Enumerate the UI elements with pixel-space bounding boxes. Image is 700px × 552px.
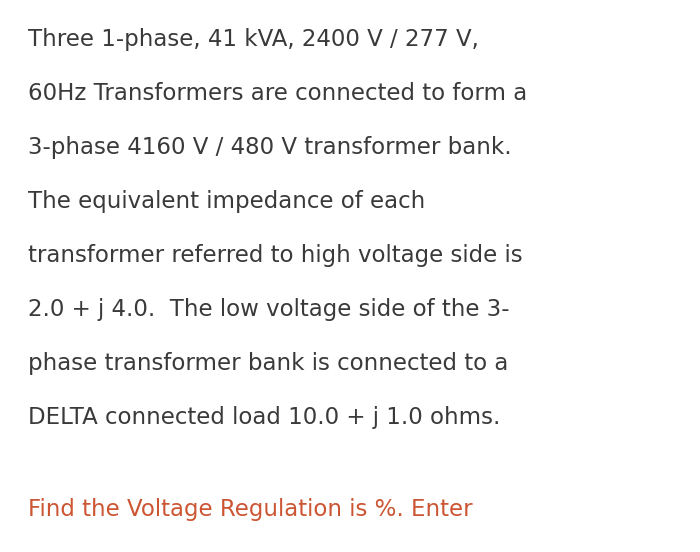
Text: DELTA connected load 10.0 + j 1.0 ohms.: DELTA connected load 10.0 + j 1.0 ohms. — [28, 406, 500, 429]
Text: The equivalent impedance of each: The equivalent impedance of each — [28, 190, 426, 213]
Text: Three 1-phase, 41 kVA, 2400 V / 277 V,: Three 1-phase, 41 kVA, 2400 V / 277 V, — [28, 28, 479, 51]
Text: Find the Voltage Regulation is %. Enter: Find the Voltage Regulation is %. Enter — [28, 498, 472, 521]
Text: phase transformer bank is connected to a: phase transformer bank is connected to a — [28, 352, 508, 375]
Text: transformer referred to high voltage side is: transformer referred to high voltage sid… — [28, 244, 523, 267]
Text: 60Hz Transformers are connected to form a: 60Hz Transformers are connected to form … — [28, 82, 527, 105]
Text: 2.0 + j 4.0.  The low voltage side of the 3-: 2.0 + j 4.0. The low voltage side of the… — [28, 298, 510, 321]
Text: 3-phase 4160 V / 480 V transformer bank.: 3-phase 4160 V / 480 V transformer bank. — [28, 136, 512, 159]
